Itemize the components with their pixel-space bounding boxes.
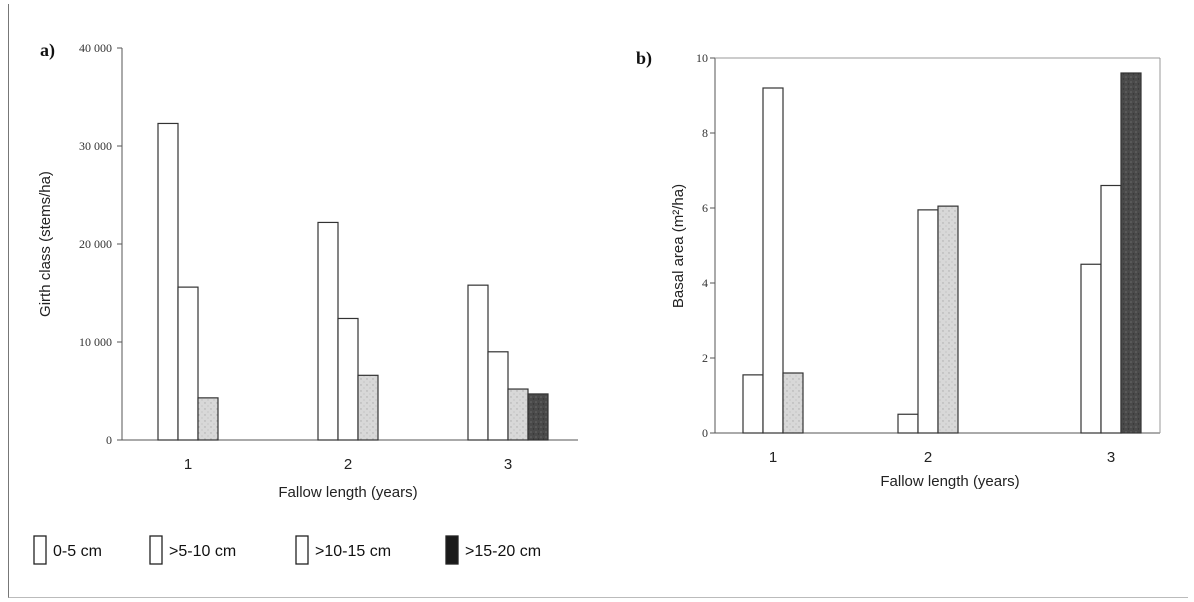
bar-5-10-cm-year-3	[487, 351, 509, 441]
panel-b-x-axis-title: Fallow length (years)	[880, 473, 1019, 490]
legend-label: >10-15 cm	[315, 543, 391, 560]
legend-label: >5-10 cm	[169, 543, 236, 560]
x-category-label: 1	[769, 449, 777, 466]
bar-0-5-cm-year-3	[1080, 263, 1102, 434]
legend: 0-5 cm >5-10 cm >10-15 cm >15-20 cm	[33, 535, 541, 565]
legend-item: >10-15 cm	[295, 535, 391, 565]
y-tick-label: 40 000	[79, 41, 112, 55]
bar-5-10-cm-year-3	[1100, 184, 1122, 434]
bar-5-10-cm-year-1	[762, 87, 784, 434]
bar-5-10-cm-year-1	[177, 286, 199, 441]
bar-0-5-cm-year-2	[897, 413, 919, 434]
bar-0-5-cm-year-3	[467, 284, 489, 441]
panel-a-x-axis-title: Fallow length (years)	[278, 484, 417, 501]
legend-label: 0-5 cm	[53, 543, 102, 560]
y-tick-label: 6	[702, 201, 708, 215]
panel-b-y-axis-title: Basal area (m²/ha)	[670, 184, 687, 308]
bar-10-15-cm-year-1	[197, 397, 219, 441]
y-tick-label: 8	[702, 126, 708, 140]
legend-item: >15-20 cm	[445, 535, 541, 565]
x-category-label: 2	[344, 456, 352, 473]
panel-b-label: b)	[636, 48, 652, 69]
bar-10-15-cm-year-2	[937, 205, 959, 434]
y-tick-label: 0	[106, 433, 112, 447]
y-tick-label: 10	[696, 51, 708, 65]
y-tick-label: 10 000	[79, 335, 112, 349]
bar-0-5-cm-year-1	[742, 374, 764, 434]
bar-5-10-cm-year-2	[917, 209, 939, 434]
bar-0-5-cm-year-1	[157, 122, 179, 441]
legend-swatch	[149, 535, 163, 565]
bar-5-10-cm-year-2	[337, 317, 359, 441]
bar-10-15-cm-year-2	[357, 374, 379, 441]
x-category-label: 3	[504, 456, 512, 473]
panel-a-label: a)	[40, 40, 55, 61]
legend-swatch	[33, 535, 47, 565]
legend-swatch	[445, 535, 459, 565]
x-category-label: 1	[184, 456, 192, 473]
legend-swatch	[295, 535, 309, 565]
legend-item: >5-10 cm	[149, 535, 236, 565]
x-category-label: 2	[924, 449, 932, 466]
bar-10-15-cm-year-3	[507, 388, 529, 441]
y-tick-label: 2	[702, 351, 708, 365]
legend-label: >15-20 cm	[465, 543, 541, 560]
bar-15-20-cm-year-3	[1120, 72, 1142, 434]
bar-10-15-cm-year-1	[782, 372, 804, 434]
y-tick-label: 30 000	[79, 139, 112, 153]
legend-item: 0-5 cm	[33, 535, 102, 565]
y-tick-label: 0	[702, 426, 708, 440]
x-category-label: 3	[1107, 449, 1115, 466]
bar-0-5-cm-year-2	[317, 221, 339, 441]
figure-frame	[8, 4, 1188, 598]
panel-a-y-axis-title: Girth class (stems/ha)	[37, 171, 54, 317]
y-tick-label: 4	[702, 276, 708, 290]
bar-15-20-cm-year-3	[527, 393, 549, 441]
y-tick-label: 20 000	[79, 237, 112, 251]
chart-panel-a: a) 0 10 000 20 000 30 000 40 000 1 2 3 Girth c…	[37, 40, 578, 501]
